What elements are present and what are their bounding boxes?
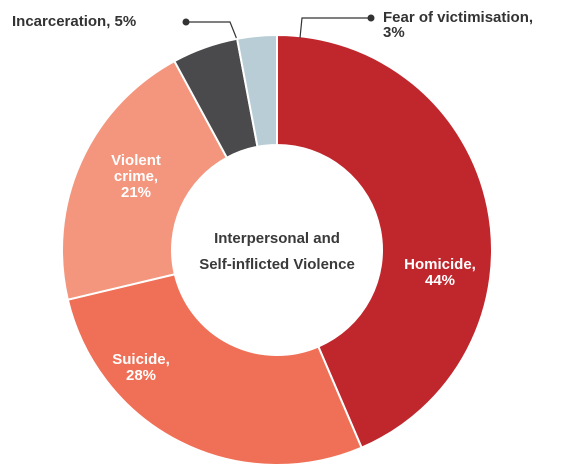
leader-dot: [367, 14, 375, 22]
donut-slice: [276, 33, 493, 449]
center-label: Interpersonal and: [214, 230, 340, 247]
category-label: Violent crime,: [111, 152, 161, 185]
leader-line: [299, 17, 371, 39]
slice-label: Incarceration, 5%: [12, 14, 136, 29]
category-label: Suicide,: [112, 351, 170, 368]
category-label: Incarceration,: [12, 13, 111, 30]
category-label: Fear of victimisation,: [383, 9, 534, 26]
donut-slice: [235, 33, 278, 148]
slice-label: Homicide, 44%: [390, 257, 490, 289]
value-label: 21%: [120, 184, 152, 201]
value-label: 5%: [114, 13, 137, 30]
value-label: 44%: [424, 272, 456, 289]
leader-dot: [182, 18, 190, 26]
category-label: Homicide,: [404, 256, 476, 273]
value-label: 3%: [383, 24, 405, 41]
center-label: Self-inflicted Violence: [199, 256, 355, 273]
donut-slice: [61, 59, 229, 301]
slice-label: Suicide, 28%: [91, 352, 191, 384]
leader-line: [186, 21, 239, 43]
slice-label: Fear of victimisation, 3%: [383, 10, 533, 40]
donut-slice: [66, 273, 363, 464]
value-label: 28%: [125, 367, 157, 384]
slice-label: Violent crime, 21%: [101, 153, 171, 201]
